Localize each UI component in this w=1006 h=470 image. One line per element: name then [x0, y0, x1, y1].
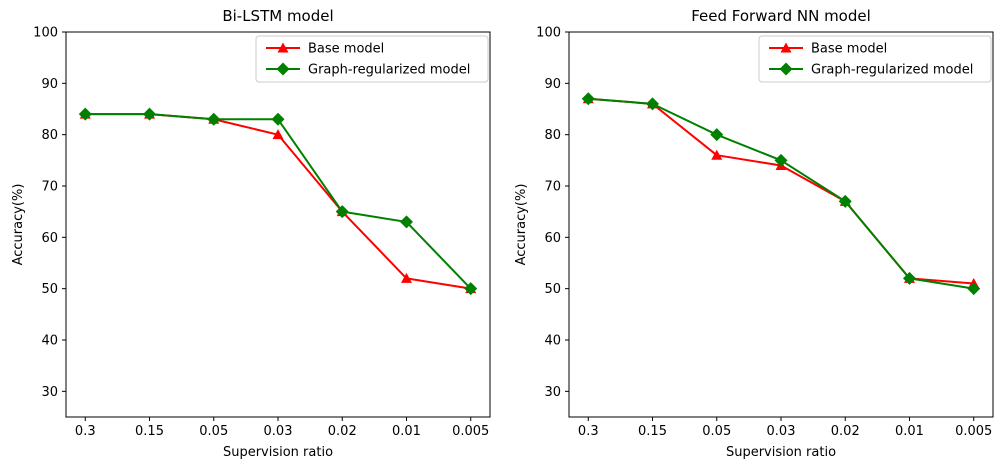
- x-tick-label: 0.3: [75, 424, 96, 439]
- data-point-triangle: [272, 129, 284, 140]
- y-tick-label: 50: [41, 282, 58, 297]
- data-point-diamond: [271, 112, 285, 126]
- data-point-diamond: [710, 128, 724, 142]
- y-tick-label: 90: [544, 77, 561, 92]
- x-tick-label: 0.05: [199, 424, 228, 439]
- x-tick-label: 0.02: [831, 424, 860, 439]
- x-tick-label: 0.15: [638, 424, 667, 439]
- legend-box: [758, 35, 992, 83]
- chart-title: Bi-LSTM model: [222, 7, 333, 25]
- series-line-base-model: [587, 97, 975, 285]
- x-tick-label: 0.01: [392, 424, 421, 439]
- legend-label: Graph-regularized model: [811, 63, 973, 78]
- y-tick-label: 40: [41, 334, 58, 349]
- x-tick-label: 0.03: [767, 424, 796, 439]
- y-tick-label: 30: [41, 385, 58, 400]
- x-tick-label: 0.01: [895, 424, 924, 439]
- axes-spines: [568, 31, 994, 418]
- data-point-diamond: [399, 215, 413, 229]
- data-point-triangle: [711, 149, 723, 160]
- data-point-diamond: [838, 194, 852, 208]
- x-tick-label: 0.05: [702, 424, 731, 439]
- data-point-diamond: [646, 97, 660, 111]
- x-tick-label: 0.3: [578, 424, 599, 439]
- legend-marker-diamond: [779, 62, 793, 76]
- y-tick-label: 80: [544, 128, 561, 143]
- y-tick-label: 100: [33, 26, 58, 41]
- y-tick-label: 80: [41, 128, 58, 143]
- legend: Base model Graph-regularized model: [758, 35, 992, 83]
- subplot-1: 30 40 50 60 70 80 90 100 0.3 0.15 0.05 0.03 0.02 0.01…: [514, 7, 994, 460]
- y-tick-label: 70: [41, 180, 58, 195]
- legend-marker-diamond: [276, 62, 290, 76]
- y-tick-label: 100: [536, 26, 561, 41]
- subplot-0: 30 40 50 60 70 80 90 100 0.3 0.15 0.05 0.03 0.02 0.01…: [11, 7, 491, 460]
- data-point-triangle: [400, 272, 412, 283]
- x-axis-label: Supervision ratio: [726, 445, 836, 460]
- legend-box: [255, 35, 489, 83]
- data-point-diamond: [967, 282, 981, 296]
- x-tick-label: 0.02: [328, 424, 357, 439]
- data-point-diamond: [902, 271, 916, 285]
- series-line-graph-regularized-model: [84, 113, 472, 290]
- chart-title: Feed Forward NN model: [691, 7, 871, 25]
- y-tick-label: 30: [544, 385, 561, 400]
- y-tick-label: 50: [544, 282, 561, 297]
- legend-marker-triangle: [277, 42, 289, 53]
- legend-label: Graph-regularized model: [308, 63, 470, 78]
- series-line-graph-regularized-model: [587, 97, 975, 290]
- data-point-diamond: [581, 92, 595, 106]
- axes-spines: [65, 31, 491, 418]
- y-axis-label: Accuracy(%): [514, 184, 529, 266]
- legend: Base model Graph-regularized model: [255, 35, 489, 83]
- y-tick-label: 60: [544, 231, 561, 246]
- data-point-diamond: [335, 205, 349, 219]
- y-tick-label: 60: [41, 231, 58, 246]
- data-point-diamond: [207, 112, 221, 126]
- x-tick-label: 0.005: [452, 424, 489, 439]
- y-tick-label: 90: [41, 77, 58, 92]
- series-line-base-model: [84, 113, 472, 290]
- y-axis-label: Accuracy(%): [11, 184, 26, 266]
- data-point-diamond: [774, 153, 788, 167]
- data-point-diamond: [464, 282, 478, 296]
- x-axis-label: Supervision ratio: [223, 445, 333, 460]
- x-tick-label: 0.03: [264, 424, 293, 439]
- legend-label: Base model: [308, 42, 384, 57]
- y-tick-label: 40: [544, 334, 561, 349]
- data-point-diamond: [143, 107, 157, 121]
- legend-label: Base model: [811, 42, 887, 57]
- y-tick-label: 70: [544, 180, 561, 195]
- data-point-diamond: [78, 107, 92, 121]
- legend-marker-triangle: [780, 42, 792, 53]
- x-tick-label: 0.15: [135, 424, 164, 439]
- x-tick-label: 0.005: [955, 424, 992, 439]
